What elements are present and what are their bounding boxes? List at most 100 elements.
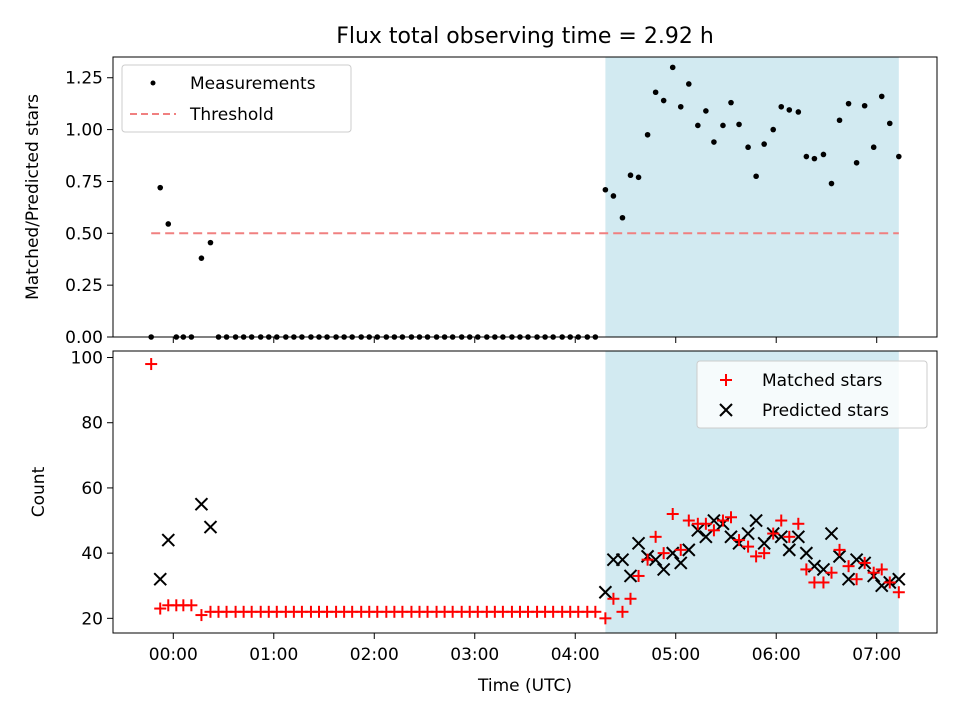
measurement-point — [644, 131, 651, 138]
measurement-point — [720, 122, 726, 129]
ratio-y-tick-label: 0.25 — [65, 276, 103, 296]
matched-point — [825, 566, 838, 579]
count-y-tick-label: 100 — [71, 349, 103, 369]
measurement-point — [736, 121, 742, 128]
ratio-panel-ticks: 0.00 0.25 0.50 0.75 1.00 1.25 — [65, 69, 878, 348]
predicted-point — [674, 556, 688, 570]
matched-point — [833, 543, 846, 556]
matched-point — [707, 524, 720, 537]
predicted-point-b — [774, 530, 788, 544]
matched-point — [682, 514, 695, 527]
predicted-point — [615, 552, 630, 567]
measurement-point — [896, 153, 902, 160]
count-panel: 20 40 60 80 100 00:00 01:00 02:00 03:00 04:00 05:0… — [29, 349, 938, 696]
matched-point — [775, 514, 788, 527]
measurement-point — [165, 221, 172, 227]
predicted-point-b — [841, 572, 856, 586]
x-tick-label: 07:00 — [852, 645, 901, 665]
measurement-point — [753, 173, 759, 180]
matched-point — [892, 586, 905, 599]
measurement-point — [811, 155, 818, 162]
count-panel-frame — [112, 350, 938, 634]
count-y-tick-label: 80 — [81, 414, 103, 434]
predicted-point-b — [203, 520, 218, 534]
predicted-point-b — [631, 536, 646, 551]
predicted-point-b — [724, 530, 738, 544]
ratio-panel-frame — [112, 56, 938, 338]
measurement-point — [610, 193, 617, 199]
predicted-point — [682, 543, 696, 557]
count-legend: Matched stars Predicted stars — [696, 360, 928, 429]
matched-point — [767, 527, 780, 540]
predicted-point — [791, 530, 806, 544]
measurement-point — [878, 93, 885, 100]
predicted-point — [656, 562, 671, 577]
matched-point — [783, 530, 796, 543]
predicted-point-b — [791, 530, 806, 544]
predicted-point-b — [598, 585, 613, 599]
measurement-point — [761, 141, 767, 147]
x-axis-label: Time (UTC) — [477, 676, 572, 696]
measurement-point — [853, 159, 860, 166]
x-tick-label: 02:00 — [350, 645, 399, 665]
measurement-point — [602, 186, 609, 193]
matched-point — [842, 560, 855, 573]
measurements-legend-marker — [150, 80, 156, 86]
predicted-legend-label: Predicted stars — [762, 401, 889, 421]
matched-point — [666, 508, 679, 521]
measurement-point — [861, 102, 868, 109]
count-panel-ticks: 20 40 60 80 100 00:00 01:00 02:00 03:00 04:00 05:0… — [71, 349, 902, 665]
matched-point — [607, 592, 620, 605]
predicted-point-b — [799, 546, 814, 560]
x-tick-label: 05:00 — [651, 645, 700, 665]
measurement-point — [820, 151, 827, 158]
measurement-point — [711, 139, 717, 145]
matched-point — [850, 573, 863, 586]
matched-point — [154, 602, 167, 615]
matched-point — [817, 576, 830, 589]
matched-point — [800, 563, 813, 576]
predicted-point-b — [749, 513, 763, 528]
count-legend-box — [696, 360, 928, 429]
measurement-point — [157, 184, 164, 191]
measurement-points — [148, 64, 902, 340]
predicted-point — [741, 526, 755, 541]
predicted-point-b — [648, 552, 663, 567]
measurement-point — [728, 99, 734, 106]
predicted-point — [841, 572, 856, 586]
ratio-panel: 0.00 0.25 0.50 0.75 1.00 1.25 Matched/Predict… — [23, 56, 938, 348]
predicted-point-b — [161, 533, 175, 547]
measurement-point — [619, 214, 626, 221]
ratio-legend: Measurements Threshold — [121, 64, 352, 133]
predicted-point-b — [741, 526, 755, 541]
matched-legend-plus — [720, 374, 732, 386]
predicted-point — [832, 549, 847, 564]
measurement-point — [828, 180, 835, 187]
measurement-point — [770, 126, 777, 133]
ratio-y-tick-label: 0.50 — [65, 224, 103, 244]
predicted-point-b — [782, 543, 796, 557]
count-y-tick-label: 60 — [81, 479, 103, 499]
predicted-point — [203, 520, 218, 534]
x-tick-label: 01:00 — [249, 645, 298, 665]
count-y-tick-label: 40 — [81, 544, 103, 564]
ratio-y-tick-label: 0.00 — [65, 328, 103, 348]
matched-point — [632, 569, 645, 582]
predicted-point — [153, 572, 167, 586]
matched-point — [758, 547, 771, 560]
predicted-point — [699, 530, 713, 544]
measurement-point — [786, 107, 793, 113]
predicted-legend-marker — [719, 403, 733, 417]
predicted-point-b — [153, 572, 167, 586]
predicted-point-b — [816, 562, 831, 577]
measurement-point — [870, 144, 877, 151]
predicted-point — [598, 585, 613, 599]
predicted-point — [799, 546, 814, 560]
matched-point — [649, 530, 662, 543]
x-tick-label: 04:00 — [551, 645, 600, 665]
predicted-point-b — [832, 549, 847, 564]
measurement-point — [198, 255, 205, 261]
predicted-point-b — [656, 562, 671, 577]
predicted-point-b — [623, 569, 638, 583]
